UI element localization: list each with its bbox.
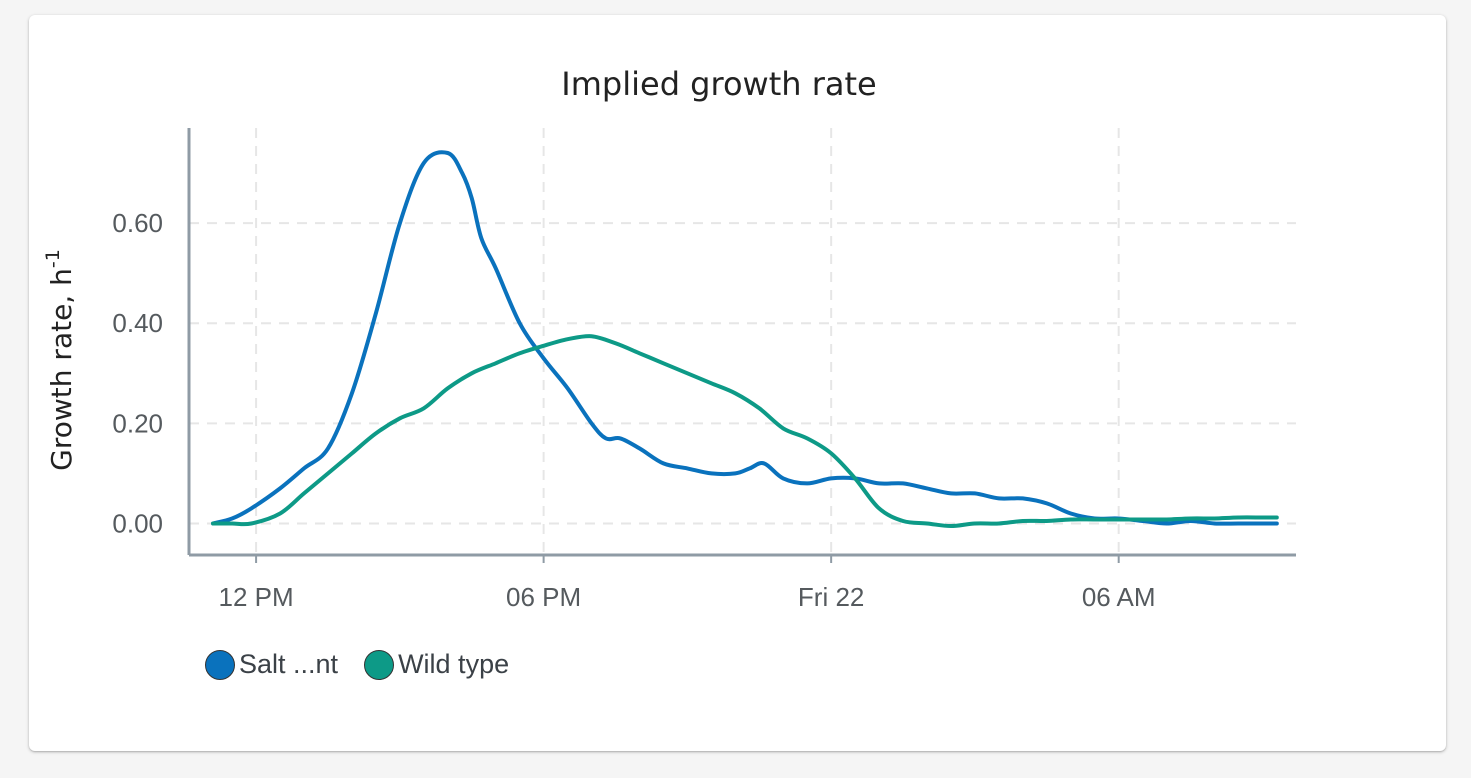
y-tick-label: 0.00 [112, 508, 163, 538]
y-axis-label: Growth rate, h-1 [42, 249, 78, 471]
y-axis-label-superscript: -1 [42, 249, 64, 268]
y-tick-label: 0.60 [112, 208, 163, 238]
series-line-salt [211, 150, 1279, 526]
legend-swatch-wild-type [364, 649, 395, 680]
legend-label-wild-type: Wild type [398, 649, 510, 679]
chart-card: Implied growth rate 0.00 0.20 0.40 0.60 12 P… [29, 15, 1446, 751]
chart-title: Implied growth rate [561, 65, 876, 103]
legend-item-salt[interactable]: Salt ...nt [205, 649, 338, 680]
x-tick-label: 06 PM [506, 582, 581, 612]
y-axis-label-text: Growth rate, h [45, 268, 78, 471]
grid-lines [189, 128, 1296, 555]
x-tick-label: 06 AM [1082, 582, 1156, 612]
y-tick-label: 0.40 [112, 308, 163, 338]
legend-label-salt: Salt ...nt [239, 649, 339, 679]
axes: 0.00 0.20 0.40 0.60 12 PM 06 PM Fri 22 06 AM [112, 128, 1296, 612]
x-tick-label: 12 PM [219, 582, 294, 612]
legend-item-wild-type[interactable]: Wild type [364, 649, 509, 680]
x-tick-label: Fri 22 [798, 582, 864, 612]
growth-rate-chart: Implied growth rate 0.00 0.20 0.40 0.60 12 P… [42, 65, 1296, 612]
series-lines [211, 150, 1279, 528]
legend: Salt ...nt Wild type [205, 649, 509, 680]
y-tick-label: 0.20 [112, 408, 163, 438]
series-line-wild-type [211, 334, 1279, 528]
legend-swatch-salt [205, 649, 235, 680]
